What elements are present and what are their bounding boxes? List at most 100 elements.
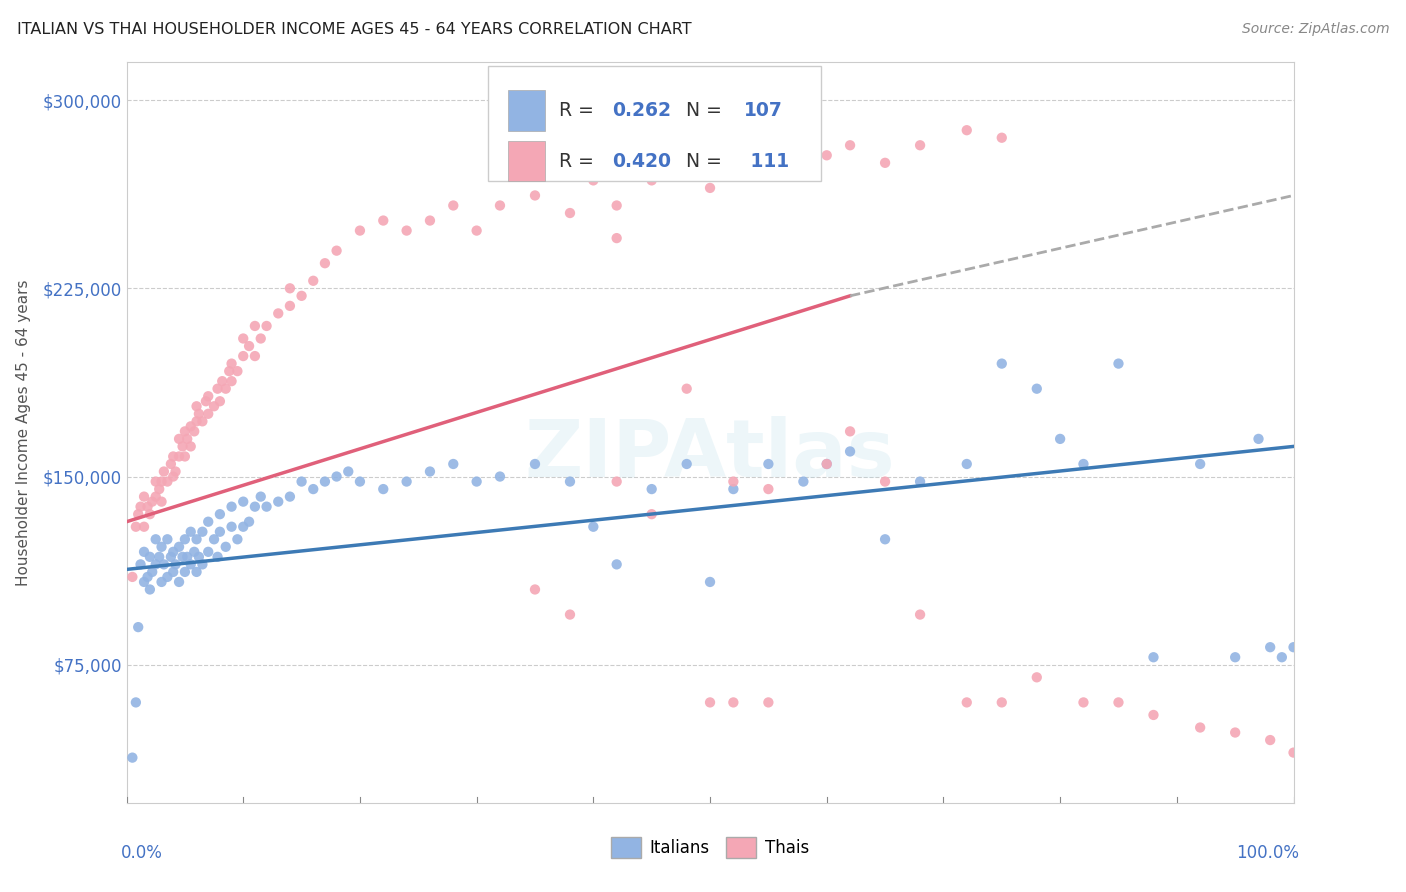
Point — [723, 695, 745, 709]
Point — [249, 490, 271, 504]
Point — [337, 465, 360, 479]
Point — [186, 399, 208, 413]
Point — [839, 444, 862, 458]
Point — [238, 515, 260, 529]
Point — [165, 558, 187, 572]
Point — [256, 500, 278, 514]
Point — [1189, 457, 1212, 471]
Point — [302, 482, 325, 496]
Point — [221, 520, 243, 534]
Point — [314, 256, 336, 270]
Point — [167, 574, 190, 589]
Legend: Italians, Thais: Italians, Thais — [605, 830, 815, 865]
Point — [162, 450, 184, 464]
Point — [202, 399, 225, 413]
Text: N =: N = — [673, 152, 728, 170]
Point — [1108, 357, 1130, 371]
Text: Source: ZipAtlas.com: Source: ZipAtlas.com — [1241, 22, 1389, 37]
Point — [156, 533, 179, 547]
Point — [176, 549, 198, 564]
Point — [956, 123, 979, 137]
Point — [956, 695, 979, 709]
Point — [606, 558, 628, 572]
Point — [523, 457, 546, 471]
Point — [232, 331, 254, 345]
Point — [723, 475, 745, 489]
Point — [243, 500, 266, 514]
Point — [419, 465, 441, 479]
Point — [176, 432, 198, 446]
Point — [162, 469, 184, 483]
Point — [160, 457, 183, 471]
Point — [186, 533, 208, 547]
Point — [249, 331, 271, 345]
Point — [187, 407, 209, 421]
Point — [1247, 432, 1270, 446]
Point — [202, 533, 225, 547]
Point — [139, 582, 162, 597]
Point — [165, 465, 187, 479]
Point — [218, 364, 240, 378]
Point — [839, 138, 862, 153]
Y-axis label: Householder Income Ages 45 - 64 years: Householder Income Ages 45 - 64 years — [17, 279, 31, 586]
Text: 100.0%: 100.0% — [1236, 844, 1299, 862]
Point — [183, 425, 205, 439]
Point — [153, 558, 176, 572]
Point — [349, 475, 371, 489]
Text: R =: R = — [560, 101, 600, 120]
Point — [875, 533, 897, 547]
Point — [278, 299, 301, 313]
Point — [191, 524, 214, 539]
Point — [208, 524, 231, 539]
Point — [141, 494, 163, 508]
Point — [1025, 382, 1047, 396]
Point — [232, 349, 254, 363]
Point — [278, 490, 301, 504]
Point — [132, 574, 155, 589]
Point — [150, 540, 173, 554]
Point — [139, 549, 162, 564]
Point — [186, 565, 208, 579]
Point — [127, 620, 149, 634]
Point — [523, 582, 546, 597]
Point — [465, 224, 488, 238]
Text: 0.420: 0.420 — [612, 152, 671, 170]
Point — [150, 475, 173, 489]
Point — [558, 607, 581, 622]
Point — [489, 469, 512, 483]
Point — [121, 750, 143, 764]
Text: N =: N = — [673, 101, 728, 120]
Point — [606, 198, 628, 212]
Point — [141, 565, 163, 579]
Bar — [508, 90, 546, 131]
Point — [197, 545, 219, 559]
Point — [172, 439, 194, 453]
Point — [1282, 746, 1305, 760]
Point — [815, 148, 838, 162]
Point — [675, 382, 697, 396]
Point — [129, 558, 152, 572]
Point — [815, 457, 838, 471]
Point — [186, 414, 208, 428]
Point — [908, 475, 931, 489]
Point — [756, 163, 779, 178]
Point — [162, 565, 184, 579]
Point — [125, 695, 148, 709]
Point — [197, 407, 219, 421]
Text: 0.0%: 0.0% — [121, 844, 163, 862]
Point — [174, 425, 197, 439]
Text: 107: 107 — [744, 101, 783, 120]
Point — [325, 244, 347, 258]
Point — [180, 439, 202, 453]
Point — [582, 520, 605, 534]
Point — [756, 457, 779, 471]
Point — [395, 475, 418, 489]
Point — [419, 213, 441, 227]
Point — [256, 318, 278, 333]
Point — [1223, 725, 1246, 739]
Point — [325, 469, 347, 483]
Point — [136, 570, 159, 584]
Point — [132, 520, 155, 534]
Point — [180, 524, 202, 539]
Point — [1142, 708, 1164, 723]
